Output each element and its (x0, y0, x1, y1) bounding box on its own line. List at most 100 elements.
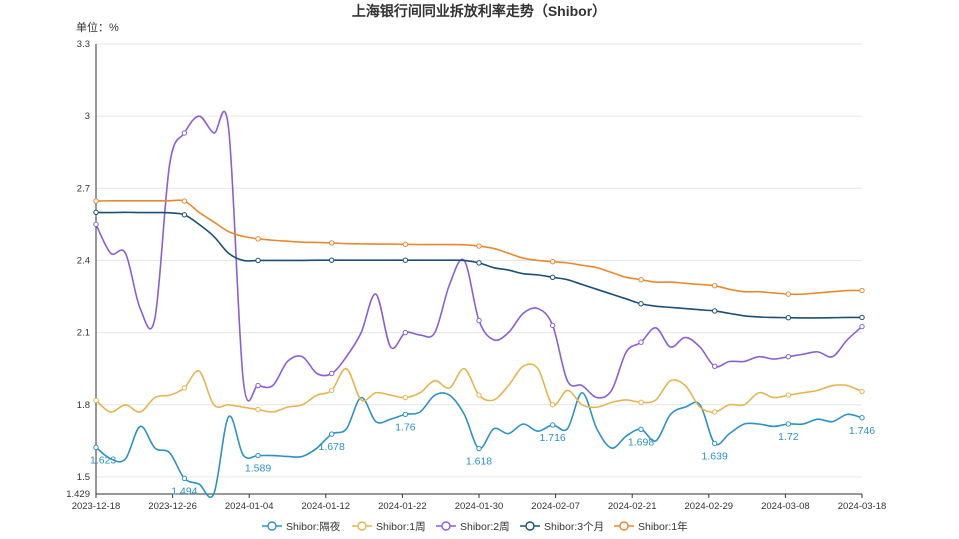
y-tick-label: 1.5 (77, 472, 90, 483)
legend-item-2[interactable]: Shibor:2周 (436, 521, 510, 533)
data-label: 1.72 (778, 431, 799, 443)
x-tick-label: 2023-12-18 (72, 501, 121, 512)
series-3-point (255, 257, 261, 264)
y-tick-label: 2.7 (77, 183, 90, 194)
series-4-point (711, 283, 718, 289)
x-tick-label: 2024-02-07 (531, 501, 580, 512)
series-1-point (638, 399, 644, 406)
series-2-point (476, 317, 482, 324)
series-4-point (93, 198, 99, 204)
series-2-point (328, 370, 335, 377)
series-layer (93, 110, 865, 499)
legend-item-1[interactable]: Shibor:1周 (352, 521, 426, 533)
series-2-point (549, 322, 556, 329)
data-label: 1.589 (245, 463, 271, 475)
axis-layer: 1.429 1.5 1.8 2.1 2.4 2.7 3 3.3 2023-12-18 2023-1… (66, 39, 886, 512)
series-4-point (255, 236, 261, 242)
x-tick-label: 2024-01-22 (378, 501, 427, 512)
y-tick-label: 3 (85, 111, 90, 122)
legend-swatch-marker (525, 521, 535, 531)
x-tick-label: 2024-02-21 (608, 501, 657, 512)
data-label-layer: 1.623 1.494 1.589 1.678 1.76 1.618 1.716 1.698 1… (90, 421, 875, 497)
series-0-point (476, 445, 482, 452)
series-1-point (785, 392, 792, 398)
legend-label: Shibor:1周 (376, 521, 426, 533)
data-label: 1.494 (171, 485, 197, 497)
series-0-point (328, 431, 335, 437)
series-3-point (402, 257, 409, 263)
series-0-point (785, 421, 792, 427)
data-label: 1.698 (628, 436, 654, 448)
y-tick-label: 2.1 (77, 328, 90, 339)
series-4-point (328, 240, 335, 246)
series-0-point (549, 422, 556, 428)
series-2-point (859, 323, 865, 330)
legend-label: Shibor:2周 (460, 521, 510, 533)
series-1-point (181, 385, 188, 391)
series-3-point (181, 212, 188, 218)
y-tick-label: 1.429 (66, 489, 90, 500)
series-0-point (859, 415, 865, 421)
series-1-point (255, 406, 261, 413)
x-tick-label: 2023-12-26 (148, 501, 197, 512)
x-tick-label: 2024-01-04 (225, 501, 274, 512)
data-label: 1.639 (702, 450, 728, 462)
series-2-point (181, 130, 188, 136)
legend-swatch-marker (619, 521, 629, 531)
y-tick-label: 3.3 (77, 39, 90, 50)
x-tick-label: 2024-03-08 (761, 501, 810, 512)
legend-swatch-marker (357, 521, 367, 531)
x-tick-label: 2024-01-30 (455, 501, 504, 512)
series-2-point (255, 382, 261, 389)
series-line-2 (95, 110, 863, 402)
series-3-point (476, 260, 482, 266)
series-2-point (638, 339, 644, 345)
series-3-point (93, 209, 99, 216)
legend-swatch-marker (441, 521, 451, 531)
series-3-point (638, 301, 644, 307)
series-2-point (711, 363, 718, 369)
series-4-point (638, 277, 644, 283)
unit-label: 单位：% (76, 20, 119, 34)
series-1-point (859, 388, 865, 395)
x-tick-label: 2024-03-18 (838, 501, 887, 512)
series-3-point (711, 308, 718, 314)
data-label: 1.618 (466, 456, 492, 468)
series-1-point (93, 397, 99, 404)
series-0-point (181, 475, 188, 482)
x-tick-label: 2024-01-12 (301, 501, 350, 512)
grid-layer (96, 43, 862, 495)
legend-item-0[interactable]: Shibor:隔夜 (262, 520, 341, 533)
series-1-point (711, 409, 718, 415)
series-0-point (93, 444, 99, 451)
legend-item-4[interactable]: Shibor:1年 (614, 520, 688, 533)
series-4-point (402, 241, 409, 248)
series-4-point (785, 291, 792, 297)
legend: Shibor:隔夜 Shibor:1周 Shibor:2周 Shibor:3个月 Shi… (262, 520, 688, 533)
y-tick-label: 1.8 (77, 400, 90, 411)
series-3-point (328, 257, 335, 263)
legend-item-3[interactable]: Shibor:3个月 (520, 521, 604, 533)
series-4-point (859, 287, 865, 294)
series-1-point (476, 392, 482, 398)
x-tick-label: 2024-02-29 (684, 501, 733, 512)
series-1-point (328, 387, 335, 394)
series-2-point (785, 353, 792, 360)
data-label: 1.623 (90, 454, 116, 466)
series-line-0 (95, 391, 863, 499)
data-label: 1.746 (849, 425, 875, 437)
series-1-point (549, 402, 556, 408)
legend-swatch-marker (267, 521, 277, 531)
data-label: 1.678 (319, 441, 345, 453)
data-label: 1.76 (395, 421, 416, 433)
series-2-point (93, 221, 99, 228)
series-1-point (402, 394, 409, 401)
series-0-point (638, 426, 644, 433)
series-3-point (549, 274, 556, 280)
series-3-point (785, 315, 792, 321)
legend-label: Shibor:3个月 (544, 521, 604, 533)
series-0-point (402, 411, 409, 418)
series-3-point (859, 314, 865, 321)
series-0-point (255, 452, 261, 459)
